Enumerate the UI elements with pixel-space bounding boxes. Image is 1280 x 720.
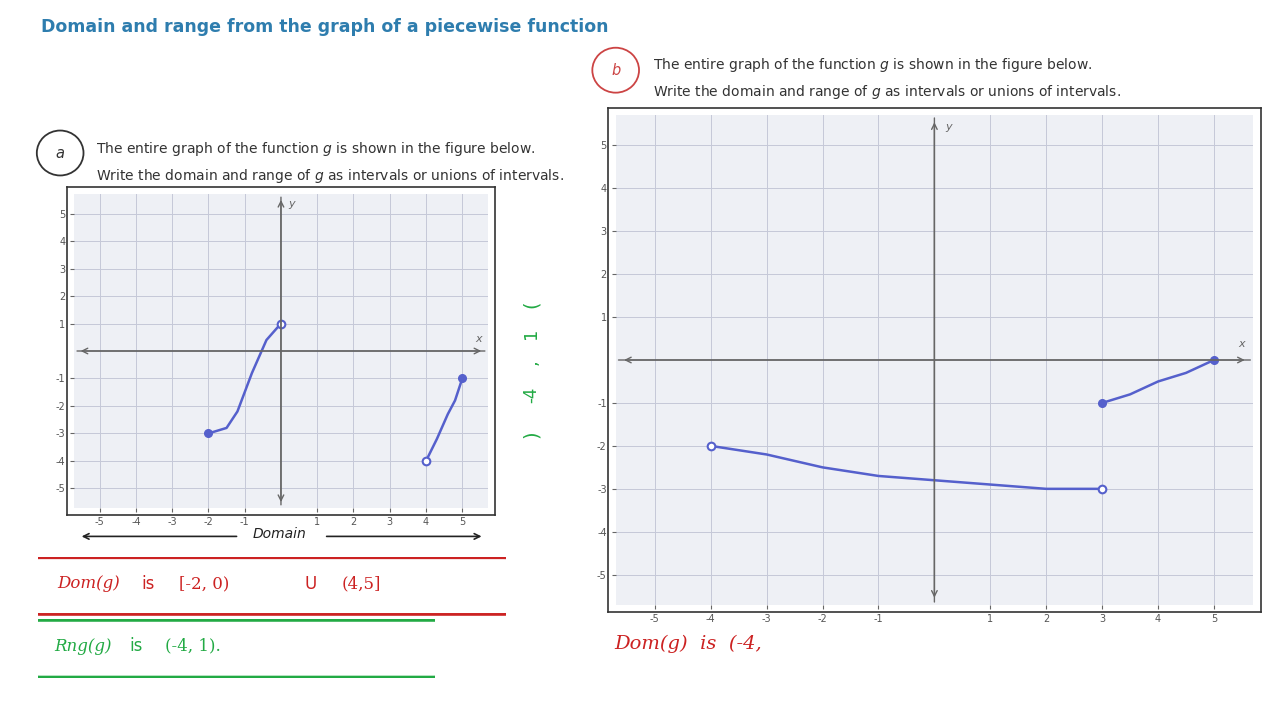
- Text: Dom(g)  is  (-4,: Dom(g) is (-4,: [614, 635, 762, 653]
- Text: -4: -4: [522, 386, 540, 402]
- Text: Domain and range from the graph of a piecewise function: Domain and range from the graph of a pie…: [41, 18, 608, 36]
- Text: Dom(g): Dom(g): [58, 575, 120, 593]
- Text: Rng(g): Rng(g): [54, 638, 111, 655]
- Text: ): ): [522, 431, 540, 438]
- Text: is: is: [141, 575, 155, 593]
- Text: a: a: [55, 145, 65, 161]
- Text: (: (: [522, 301, 540, 308]
- Text: x: x: [476, 334, 483, 344]
- Text: U: U: [305, 575, 317, 593]
- Text: The entire graph of the function $g$ is shown in the figure below.: The entire graph of the function $g$ is …: [653, 56, 1092, 74]
- Text: [-2, 0): [-2, 0): [179, 575, 229, 593]
- Text: Write the domain and range of $g$ as intervals or unions of intervals.: Write the domain and range of $g$ as int…: [96, 167, 564, 185]
- Text: 1: 1: [522, 328, 540, 339]
- Text: Domain: Domain: [252, 527, 306, 541]
- Text: y: y: [288, 199, 294, 209]
- Text: ,: ,: [522, 359, 540, 365]
- Text: Write the domain and range of $g$ as intervals or unions of intervals.: Write the domain and range of $g$ as int…: [653, 83, 1121, 101]
- Text: (-4, 1).: (-4, 1).: [165, 638, 221, 655]
- Text: y: y: [946, 122, 952, 132]
- Text: (4,5]: (4,5]: [342, 575, 381, 593]
- Text: x: x: [1238, 339, 1244, 349]
- Text: b: b: [611, 63, 621, 78]
- Text: is: is: [129, 637, 143, 655]
- Text: The entire graph of the function $g$ is shown in the figure below.: The entire graph of the function $g$ is …: [96, 140, 535, 158]
